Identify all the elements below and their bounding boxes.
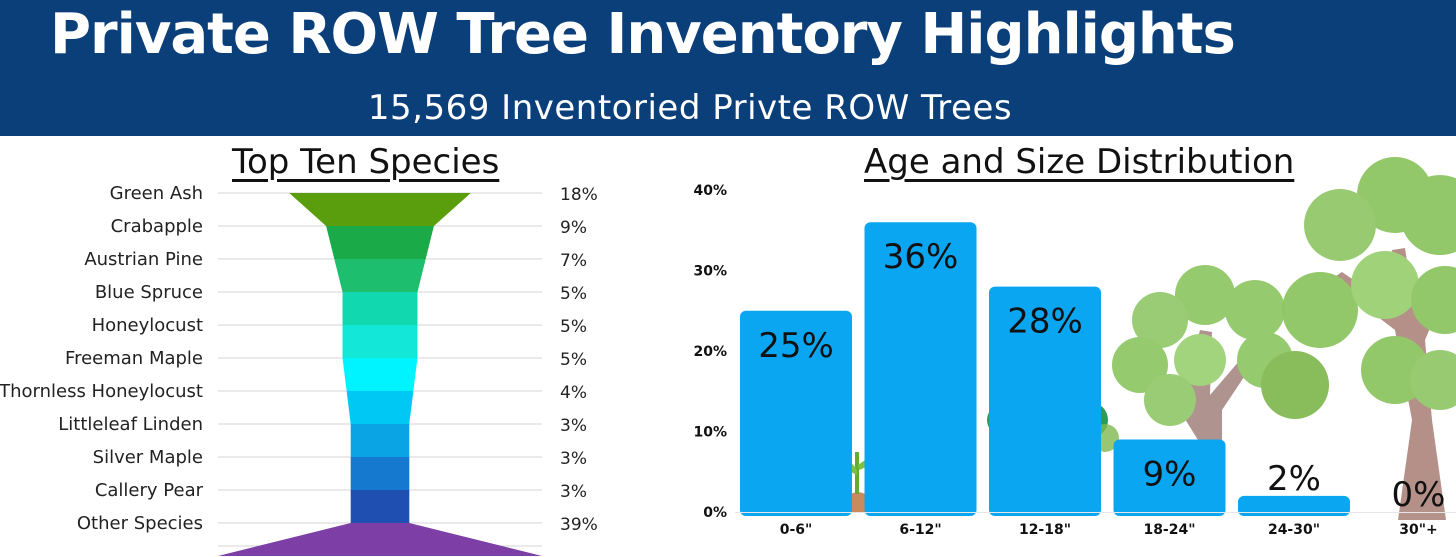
size-bar [740,310,852,516]
size-bars: 25% 36% 28% 9% 2% 0% [740,222,1445,516]
species-percent: 4% [560,383,587,403]
species-percent: 3% [560,449,587,469]
y-tick-label: 40% [693,183,727,199]
species-label: Crabapple [111,216,203,237]
species-label: Other Species [77,513,203,534]
size-bar [1113,439,1226,516]
y-tick-label: 30% [693,264,727,280]
species-label: Honeylocust [92,315,203,336]
species-label: Silver Maple [93,447,203,468]
funnel-segment [334,259,426,292]
species-label: Green Ash [110,183,203,204]
species-chart-title: Top Ten Species [232,142,500,182]
species-label: Callery Pear [95,480,204,501]
x-category-label: 12-18" [1019,522,1071,538]
species-percent: 5% [560,350,587,370]
size-bar [1238,495,1350,516]
species-percent: 39% [560,515,598,535]
size-chart-title: Age and Size Distribution [864,142,1295,182]
x-category-label: 24-30" [1268,522,1320,538]
species-percent: 9% [560,218,587,238]
y-tick-label: 20% [693,344,727,360]
funnel-segment [342,358,418,391]
bar-value-label: 0% [1392,475,1446,515]
x-category-label: 0-6" [780,522,813,538]
funnel-segment [289,193,471,226]
funnel-segment [350,490,410,523]
medium-tree-icon [1112,265,1329,512]
page-subtitle: 15,569 Inventoried Privte ROW Trees [367,88,1013,128]
size-bar [989,286,1101,516]
funnel-segment [346,391,414,424]
bar-value-label: 2% [1267,459,1321,499]
funnel-segment [326,226,434,259]
x-category-label: 6-12" [899,522,941,538]
bar-value-label: 9% [1143,455,1197,495]
bar-value-label: 25% [758,326,834,366]
species-percent: 5% [560,284,587,304]
x-category-label: 18-24" [1143,522,1195,538]
size-bar [864,222,977,516]
page-title: Private ROW Tree Inventory Highlights [50,2,1236,67]
x-category-label: 30"+ [1399,522,1438,538]
species-funnel [218,193,542,556]
species-label: Freeman Maple [65,348,203,369]
species-label: Littleleaf Linden [58,414,203,435]
funnel-segment [350,457,410,490]
species-label: Blue Spruce [95,282,203,303]
species-percent: 5% [560,317,587,337]
species-label: Austrian Pine [84,249,203,270]
funnel-segment [342,325,418,358]
species-labels: Green Ash 18% Crabapple 9% Austrian Pine 7% Bl… [0,183,598,535]
header-banner: Private ROW Tree Inventory Highlights 15… [0,0,1456,136]
species-percent: 18% [560,185,598,205]
funnel-segment [342,292,418,325]
funnel-segment [218,523,542,556]
bar-value-label: 28% [1007,302,1083,342]
bar-value-label: 36% [883,237,959,277]
species-percent: 3% [560,416,587,436]
size-axis: 0% 10% 20% 30% 40% 0-6" 6-12" 12-18" 18-24" 24-30… [693,183,1456,538]
funnel-segment [350,424,410,457]
species-percent: 7% [560,251,587,271]
species-label: Thornless Honeylocust [0,381,203,402]
y-tick-label: 0% [703,505,727,521]
species-percent: 3% [560,482,587,502]
large-tree-icon [1282,157,1456,520]
y-tick-label: 10% [693,425,727,441]
